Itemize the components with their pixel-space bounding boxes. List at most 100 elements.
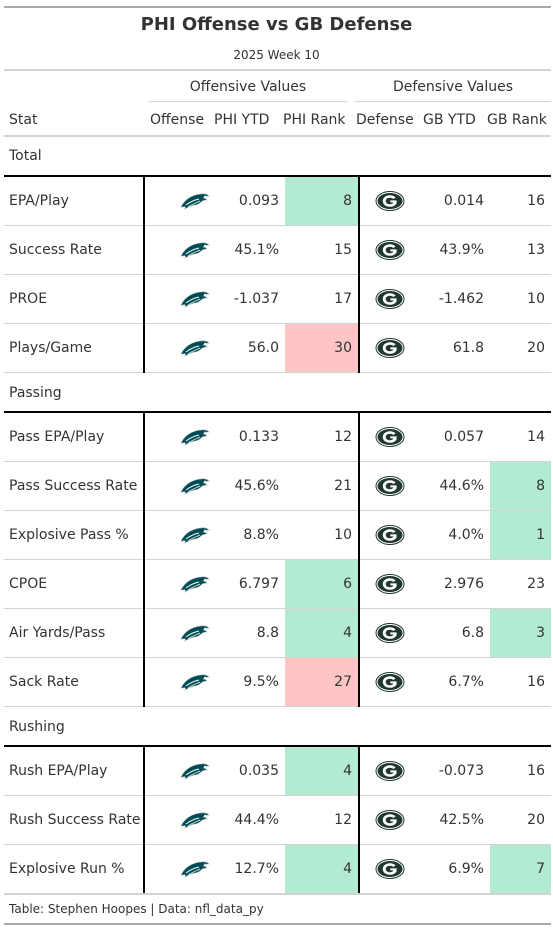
phi-rank-value: 4: [285, 844, 359, 894]
stat-name: Explosive Run %: [4, 844, 144, 894]
phi-ytd-value: 45.1%: [216, 225, 285, 275]
eagles-logo-icon: [143, 413, 216, 462]
packers-logo-icon: [358, 608, 426, 658]
packers-logo-icon: [358, 657, 426, 707]
eagles-logo-icon: [143, 608, 216, 658]
phi-ytd-value: -1.037: [216, 274, 285, 324]
gb-rank-value: 20: [490, 795, 551, 845]
phi-rank-value: 21: [285, 461, 359, 511]
table-row: CPOE 6.797 6 2.976 23: [4, 559, 551, 609]
phi-rank-value: 8: [285, 177, 359, 226]
packers-logo-icon: [358, 795, 426, 845]
eagles-logo-icon: [143, 747, 216, 796]
stat-name: PROE: [4, 274, 144, 324]
col-header-offense: Offense: [150, 112, 205, 128]
phi-rank-value: 4: [285, 608, 359, 658]
bottom-rule: [4, 923, 551, 925]
packers-logo-icon: [358, 225, 426, 275]
phi-rank-value: 10: [285, 510, 359, 560]
gb-ytd-value: 4.0%: [426, 510, 490, 560]
stat-name: Sack Rate: [4, 657, 144, 707]
eagles-logo-icon: [143, 323, 216, 373]
gb-ytd-value: 43.9%: [426, 225, 490, 275]
eagles-logo-icon: [143, 225, 216, 275]
phi-rank-value: 6: [285, 559, 359, 609]
gb-ytd-value: 61.8: [426, 323, 490, 373]
stat-name: Air Yards/Pass: [4, 608, 144, 658]
offense-spanner: Offensive Values: [189, 79, 307, 95]
table-bottom-rule: [4, 893, 551, 895]
group-total-rows: EPA/Play 0.093 8 0.014 16 Success Rate 45.1% 15…: [4, 177, 551, 373]
packers-logo-icon: [358, 323, 426, 373]
gb-rank-value: 7: [490, 844, 551, 894]
group-rule-total: [4, 175, 551, 177]
phi-ytd-value: 56.0: [216, 323, 285, 373]
group-label-total: Total: [9, 148, 42, 164]
packers-logo-icon: [358, 274, 426, 324]
stat-name: CPOE: [4, 559, 144, 609]
gb-ytd-value: 42.5%: [426, 795, 490, 845]
gb-ytd-value: 0.057: [426, 413, 490, 462]
offense-spanner-line: [149, 101, 347, 102]
table-row: Rush EPA/Play 0.035 4 -0.073 16: [4, 747, 551, 796]
eagles-logo-icon: [143, 461, 216, 511]
col-header-phi-rank: PHI Rank: [283, 112, 346, 128]
packers-logo-icon: [358, 510, 426, 560]
col-header-gb-rank: GB Rank: [487, 112, 547, 128]
gb-rank-value: 13: [490, 225, 551, 275]
col-header-gb-ytd: GB YTD: [423, 112, 476, 128]
packers-logo-icon: [358, 844, 426, 894]
packers-logo-icon: [358, 559, 426, 609]
phi-ytd-value: 45.6%: [216, 461, 285, 511]
table-subtitle: 2025 Week 10: [233, 48, 320, 62]
phi-ytd-value: 0.133: [216, 413, 285, 462]
phi-rank-value: 12: [285, 413, 359, 462]
gb-ytd-value: 6.7%: [426, 657, 490, 707]
table-row: EPA/Play 0.093 8 0.014 16: [4, 177, 551, 226]
table-row: Sack Rate 9.5% 27 6.7% 16: [4, 657, 551, 707]
gb-rank-value: 10: [490, 274, 551, 324]
col-header-defense: Defense: [356, 112, 414, 128]
table-row: PROE -1.037 17 -1.462 10: [4, 274, 551, 324]
eagles-logo-icon: [143, 510, 216, 560]
gb-ytd-value: 6.9%: [426, 844, 490, 894]
stat-name: Rush EPA/Play: [4, 747, 144, 796]
gb-ytd-value: -0.073: [426, 747, 490, 796]
phi-rank-value: 30: [285, 323, 359, 373]
phi-rank-value: 17: [285, 274, 359, 324]
table-row: Air Yards/Pass 8.8 4 6.8 3: [4, 608, 551, 658]
gb-rank-value: 20: [490, 323, 551, 373]
phi-ytd-value: 9.5%: [216, 657, 285, 707]
table-footer: Table: Stephen Hoopes | Data: nfl_data_p…: [9, 902, 264, 916]
table-row: Pass EPA/Play 0.133 12 0.057 14: [4, 413, 551, 462]
stat-name: Pass Success Rate: [4, 461, 144, 511]
group-rushing-rows: Rush EPA/Play 0.035 4 -0.073 16 Rush Success …: [4, 747, 551, 894]
gb-rank-value: 23: [490, 559, 551, 609]
col-header-phi-ytd: PHI YTD: [214, 112, 270, 128]
phi-rank-value: 27: [285, 657, 359, 707]
gb-ytd-value: 44.6%: [426, 461, 490, 511]
gb-rank-value: 16: [490, 177, 551, 226]
packers-logo-icon: [358, 177, 426, 226]
gb-ytd-value: 2.976: [426, 559, 490, 609]
packers-logo-icon: [358, 413, 426, 462]
eagles-logo-icon: [143, 177, 216, 226]
stat-name: Explosive Pass %: [4, 510, 144, 560]
gb-rank-value: 16: [490, 747, 551, 796]
group-passing-rows: Pass EPA/Play 0.133 12 0.057 14 Pass Success …: [4, 413, 551, 707]
phi-rank-value: 4: [285, 747, 359, 796]
phi-ytd-value: 6.797: [216, 559, 285, 609]
phi-ytd-value: 0.093: [216, 177, 285, 226]
col-header-stat: Stat: [9, 112, 38, 128]
stat-name: Plays/Game: [4, 323, 144, 373]
stat-name: Rush Success Rate: [4, 795, 144, 845]
header-top-rule: [4, 69, 551, 71]
packers-logo-icon: [358, 461, 426, 511]
packers-logo-icon: [358, 747, 426, 796]
eagles-logo-icon: [143, 657, 216, 707]
table-title: PHI Offense vs GB Defense: [140, 14, 413, 35]
group-rule-passing: [4, 411, 551, 413]
phi-ytd-value: 8.8%: [216, 510, 285, 560]
phi-rank-value: 12: [285, 795, 359, 845]
